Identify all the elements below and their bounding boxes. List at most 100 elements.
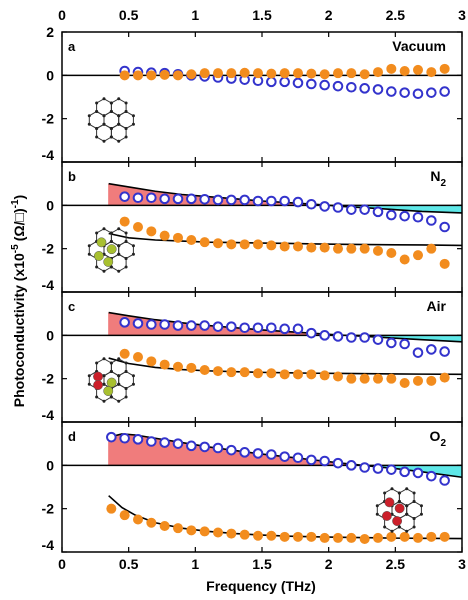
- data-point-filled: [439, 63, 450, 74]
- data-point-open: [119, 191, 130, 202]
- data-point-filled: [413, 64, 423, 75]
- data-point-filled: [133, 352, 143, 362]
- data-point-open: [372, 84, 384, 95]
- data-point-filled: [293, 241, 303, 252]
- adsorbate-atom: [106, 377, 117, 388]
- data-point-filled: [239, 367, 250, 378]
- y-tick-label: -4: [42, 277, 55, 293]
- panel-title-main: Vacuum: [392, 38, 446, 54]
- carbon-atom: [117, 139, 121, 143]
- carbon-atom: [375, 504, 379, 508]
- data-point-open: [346, 204, 357, 215]
- data-point-open: [426, 87, 437, 98]
- y-axis-title-main: Photoconductivity (x10: [11, 253, 27, 407]
- graphene-ring: [110, 253, 127, 272]
- data-point-open: [132, 434, 144, 445]
- graphene-inset: [87, 97, 135, 143]
- data-point-open: [159, 319, 170, 330]
- data-point-filled: [146, 226, 157, 237]
- carbon-atom: [131, 244, 135, 248]
- data-point-filled: [253, 68, 263, 79]
- top-x-tick-label: 2: [325, 7, 333, 23]
- data-point-open: [426, 344, 437, 355]
- data-point-filled: [279, 241, 290, 252]
- carbon-atom: [124, 387, 128, 390]
- data-point-open: [172, 193, 184, 205]
- carbon-atom: [131, 122, 135, 126]
- graphene-inset-o2: [375, 487, 423, 533]
- carbon-atom: [131, 382, 135, 386]
- bottom-x-tick-label: 3: [458, 556, 466, 572]
- carbon-atom: [95, 265, 99, 269]
- data-point-open: [226, 194, 237, 206]
- shaded-regions: [108, 433, 462, 478]
- carbon-atom: [102, 382, 106, 386]
- data-point-filled: [399, 378, 410, 388]
- data-point-open: [399, 87, 410, 98]
- data-point-open: [226, 321, 237, 332]
- data-point-filled: [199, 526, 210, 537]
- data-point-filled: [333, 532, 343, 543]
- data-point-open: [132, 318, 144, 329]
- top-x-tick-label: 1.5: [252, 7, 272, 23]
- data-point-open: [346, 460, 357, 471]
- data-point-open: [186, 193, 197, 205]
- data-point-open: [386, 209, 397, 221]
- data-point-filled: [186, 69, 197, 80]
- data-point-filled: [426, 67, 437, 78]
- carbon-atom: [124, 370, 128, 373]
- data-point-open: [359, 332, 370, 343]
- graphene-ring: [110, 123, 127, 142]
- data-point-open: [359, 462, 370, 473]
- carbon-atom: [87, 122, 91, 126]
- carbon-atom: [397, 491, 401, 495]
- bottom-x-tick-label: 2.5: [386, 556, 406, 572]
- data-point-open: [146, 319, 157, 330]
- carbon-atom: [397, 500, 401, 503]
- data-point-open: [359, 204, 370, 215]
- data-point-filled: [359, 534, 370, 544]
- data-point-filled: [253, 239, 263, 250]
- data-point-open: [279, 323, 290, 335]
- positive-shaded-area: [108, 312, 462, 336]
- carbon-atom: [124, 265, 128, 269]
- data-point-open: [332, 202, 344, 213]
- top-x-tick-label: 0: [58, 7, 66, 23]
- carbon-atom: [383, 491, 387, 495]
- data-point-open: [266, 195, 277, 207]
- data-point-filled: [359, 243, 370, 254]
- carbon-atom: [419, 504, 423, 508]
- data-point-open: [266, 449, 277, 460]
- data-point-open: [332, 331, 344, 342]
- y-tick-label: -2: [42, 241, 55, 257]
- carbon-atom: [405, 504, 409, 508]
- y-axis-title-unit-exponent: -1: [10, 199, 21, 208]
- panel-title: O2: [430, 428, 447, 449]
- data-point-filled: [306, 369, 317, 380]
- top-x-tick-label: 3: [458, 7, 466, 23]
- data-point-filled: [279, 68, 290, 79]
- panel-c: 0 -2 -4 c Air: [42, 291, 463, 423]
- data-point-open: [439, 346, 450, 357]
- carbon-atom: [131, 252, 135, 256]
- data-point-filled: [226, 239, 237, 250]
- carbon-atom: [124, 127, 128, 130]
- data-point-open: [279, 451, 290, 462]
- carbon-atom: [124, 361, 128, 365]
- data-point-filled: [399, 254, 410, 265]
- carbon-atom: [405, 529, 409, 533]
- data-point-filled: [293, 68, 303, 79]
- data-point-filled: [279, 369, 290, 380]
- top-x-tick-labels: 0 0.5 1 1.5 2 2.5 3: [58, 7, 466, 23]
- data-point-open: [119, 432, 130, 444]
- data-point-open: [399, 210, 410, 222]
- data-point-filled: [386, 248, 397, 258]
- data-point-open: [226, 444, 237, 456]
- data-point-filled: [399, 531, 410, 542]
- data-point-filled: [306, 242, 317, 253]
- data-point-filled: [333, 68, 343, 79]
- data-point-open: [386, 337, 397, 349]
- y-tick-label: -4: [42, 147, 55, 163]
- data-point-open: [292, 452, 304, 464]
- data-point-open: [386, 86, 397, 97]
